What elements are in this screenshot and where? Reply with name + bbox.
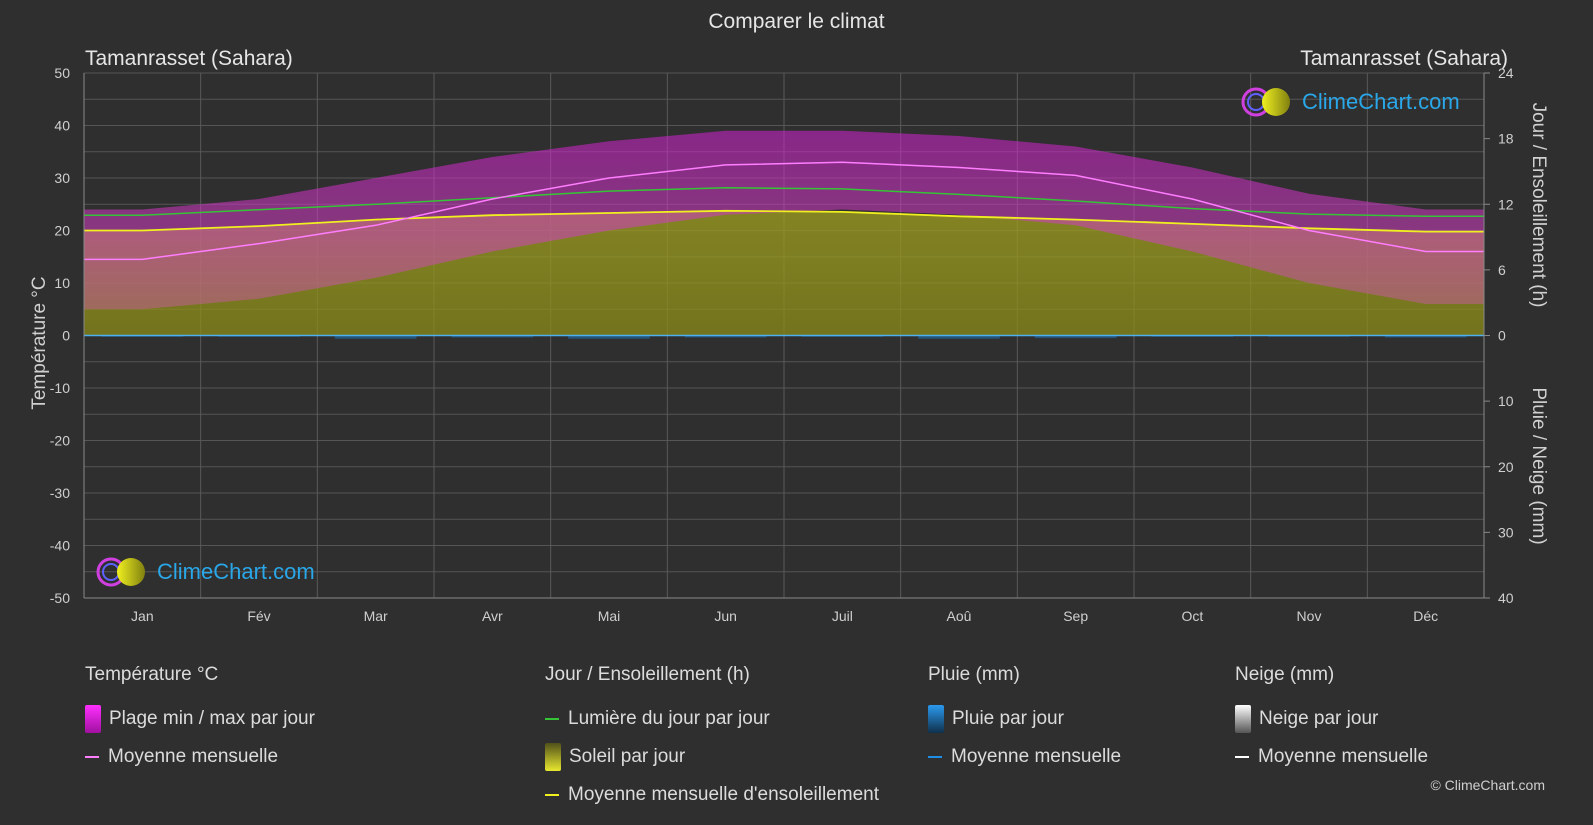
legend-item: Pluie par jour bbox=[928, 700, 1121, 738]
legend-rain: Pluie (mm) Pluie par jour Moyenne mensue… bbox=[928, 664, 1121, 776]
legend-label: Moyenne mensuelle d'ensoleillement bbox=[568, 784, 879, 805]
legend-sunshine: Jour / Ensoleillement (h) Lumière du jou… bbox=[545, 664, 879, 814]
x-tick-label: Aoû bbox=[947, 608, 972, 624]
temp-range-swatch bbox=[85, 705, 101, 733]
legend-item: Moyenne mensuelle bbox=[85, 738, 315, 776]
y-left-tick-label: 20 bbox=[54, 223, 70, 239]
logo-icon bbox=[1241, 87, 1290, 117]
chart-title: Comparer le climat bbox=[708, 10, 885, 33]
x-tick-label: Jan bbox=[131, 608, 154, 624]
legend-temperature: Température °C Plage min / max par jour … bbox=[85, 664, 315, 776]
logo-text: ClimeChart.com bbox=[157, 559, 315, 584]
y-left-tick-label: 30 bbox=[54, 170, 70, 186]
rain-swatch bbox=[928, 705, 944, 733]
x-tick-label: Jun bbox=[714, 608, 737, 624]
sunshine-mean-line bbox=[84, 209, 1484, 233]
rain-bar bbox=[451, 335, 534, 338]
legend-item: Moyenne mensuelle bbox=[928, 738, 1121, 776]
legend-item: Plage min / max par jour bbox=[85, 700, 315, 738]
x-tick-label: Fév bbox=[247, 608, 270, 624]
y-left-tick-label: -50 bbox=[50, 590, 70, 606]
legend-item: Moyenne mensuelle d'ensoleillement bbox=[545, 776, 879, 814]
x-tick-label: Sep bbox=[1063, 608, 1088, 624]
legend-heading: Jour / Ensoleillement (h) bbox=[545, 664, 750, 685]
logo-top: ClimeChart.com bbox=[1240, 86, 1460, 118]
y-left-tick-label: 0 bbox=[62, 328, 70, 344]
legend-heading: Température °C bbox=[85, 664, 219, 685]
x-tick-label: Mar bbox=[364, 608, 388, 624]
x-tick-label: Mai bbox=[598, 608, 621, 624]
legend-item: Neige par jour bbox=[1235, 700, 1428, 738]
rain-bar bbox=[918, 335, 1000, 339]
copyright: © ClimeChart.com bbox=[1430, 777, 1545, 793]
legend-label: Moyenne mensuelle bbox=[1258, 746, 1429, 767]
y-left-tick-label: 50 bbox=[54, 65, 70, 81]
x-tick-label: Juil bbox=[832, 608, 853, 624]
logo-icon bbox=[96, 557, 145, 587]
y-left-tick-label: -10 bbox=[50, 380, 70, 396]
y-left-tick-label: 40 bbox=[54, 118, 70, 134]
rain-bar bbox=[1034, 335, 1117, 339]
y-left-tick-label: -40 bbox=[50, 538, 70, 554]
rain-bar bbox=[334, 335, 417, 339]
temp-mean-swatch bbox=[85, 756, 99, 758]
location-right: Tamanrasset (Sahara) bbox=[1300, 47, 1508, 70]
x-tick-label: Déc bbox=[1413, 608, 1438, 624]
y-right-top-tick-label: 18 bbox=[1498, 131, 1514, 147]
rain-bar bbox=[568, 335, 650, 339]
x-tick-label: Nov bbox=[1297, 608, 1322, 624]
legend-label: Soleil par jour bbox=[569, 746, 686, 767]
location-left: Tamanrasset (Sahara) bbox=[85, 47, 293, 70]
x-tick-label: Avr bbox=[482, 608, 503, 624]
temperature-range-band bbox=[84, 130, 1484, 310]
logo-text: ClimeChart.com bbox=[1302, 89, 1460, 114]
logo-bottom: ClimeChart.com bbox=[95, 556, 315, 588]
y-right-bottom-tick-label: 20 bbox=[1498, 459, 1514, 475]
temperature-mean-line bbox=[84, 161, 1484, 261]
daylight-swatch bbox=[545, 718, 559, 720]
legend-label: Moyenne mensuelle bbox=[108, 746, 279, 767]
y-right-top-tick-label: 12 bbox=[1498, 196, 1514, 212]
y-right-top-tick-label: 0 bbox=[1498, 328, 1506, 344]
y-right-top-tick-label: 24 bbox=[1498, 65, 1514, 81]
y-left-tick-label: 10 bbox=[54, 275, 70, 291]
sunshine-swatch bbox=[545, 743, 561, 771]
legend-label: Neige par jour bbox=[1259, 708, 1379, 729]
y-right-bottom-tick-label: 10 bbox=[1498, 393, 1514, 409]
y-right-bottom-tick-label: 30 bbox=[1498, 524, 1514, 540]
legend-item: Soleil par jour bbox=[545, 738, 879, 776]
legend-label: Pluie par jour bbox=[952, 708, 1064, 729]
legend-snow: Neige (mm) Neige par jour Moyenne mensue… bbox=[1235, 664, 1428, 776]
snow-mean-swatch bbox=[1235, 756, 1249, 758]
y-right-bottom-tick-label: 40 bbox=[1498, 590, 1514, 606]
legend-item: Lumière du jour par jour bbox=[545, 700, 879, 738]
legend-heading: Neige (mm) bbox=[1235, 664, 1335, 685]
legend-heading: Pluie (mm) bbox=[928, 664, 1020, 685]
data-lines bbox=[84, 161, 1484, 337]
data-areas bbox=[84, 130, 1484, 339]
axes: 50 40 30 20 10 0 -10 -20 -30 -40 -50 24 18 12 6 0 10 20 30… bbox=[50, 65, 1514, 624]
x-tick-label: Oct bbox=[1181, 608, 1203, 624]
y-right-top-tick-label: 6 bbox=[1498, 262, 1506, 278]
daylight-line bbox=[84, 187, 1484, 218]
sunshine-mean-swatch bbox=[545, 794, 559, 796]
y-left-tick-label: -30 bbox=[50, 485, 70, 501]
y-left-tick-label: -20 bbox=[50, 433, 70, 449]
snow-swatch bbox=[1235, 705, 1251, 733]
rain-bar bbox=[1384, 335, 1467, 338]
legend-label: Lumière du jour par jour bbox=[568, 708, 770, 729]
rain-mean-swatch bbox=[928, 756, 942, 758]
legend-label: Plage min / max par jour bbox=[109, 708, 315, 729]
rain-bar bbox=[684, 335, 767, 338]
legend-item: Moyenne mensuelle bbox=[1235, 738, 1428, 776]
legend-label: Moyenne mensuelle bbox=[951, 746, 1122, 767]
